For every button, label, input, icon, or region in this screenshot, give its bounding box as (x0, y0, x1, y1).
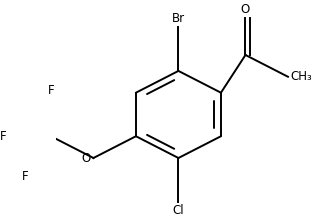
Text: CH₃: CH₃ (290, 70, 312, 83)
Text: Br: Br (172, 12, 185, 25)
Text: F: F (48, 84, 54, 97)
Text: Cl: Cl (173, 204, 184, 217)
Text: O: O (241, 3, 250, 16)
Text: O: O (82, 151, 91, 164)
Text: F: F (0, 130, 7, 143)
Text: F: F (22, 170, 29, 183)
